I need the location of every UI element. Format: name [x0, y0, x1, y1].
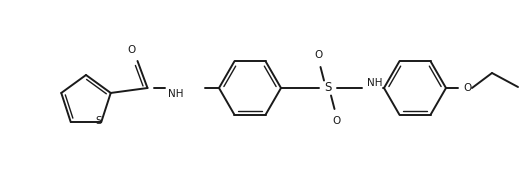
Text: S: S [324, 81, 331, 95]
Text: O: O [127, 45, 136, 55]
Text: O: O [463, 83, 471, 93]
Text: S: S [95, 116, 102, 126]
Text: NH: NH [367, 78, 383, 88]
Text: NH: NH [168, 89, 184, 99]
Text: O: O [314, 50, 323, 60]
Text: O: O [333, 116, 341, 126]
